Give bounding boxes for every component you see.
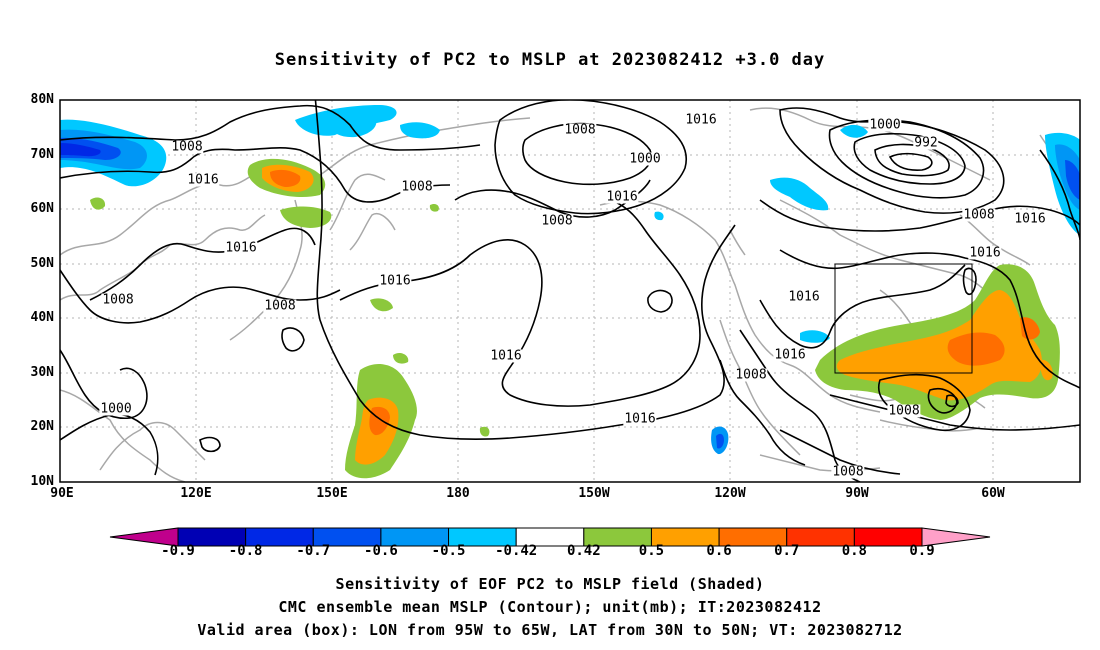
caption-line-3: Valid area (box): LON from 95W to 65W, L… xyxy=(197,621,903,639)
plot-border xyxy=(59,99,1081,483)
contour-label: 1008 xyxy=(540,213,574,229)
contour-label: 992 xyxy=(913,135,939,151)
lat-label: 50N xyxy=(30,256,54,271)
colorbar-tick-label: -0.6 xyxy=(364,543,398,559)
valid-area-box xyxy=(834,263,973,374)
contour-label: 1008 xyxy=(101,292,135,308)
lat-label: 70N xyxy=(30,147,54,162)
colorbar xyxy=(109,527,991,547)
lon-label: 90E xyxy=(50,486,74,501)
lon-label: 120W xyxy=(714,486,746,501)
map-gridlines xyxy=(60,100,1080,482)
contour-label: 1008 xyxy=(831,464,865,480)
colorbar-tick-label: 0.7 xyxy=(774,543,800,559)
caption-line-2: CMC ensemble mean MSLP (Contour); unit(m… xyxy=(278,598,822,616)
lat-label: 30N xyxy=(30,365,54,380)
colorbar-tick-label: 0.6 xyxy=(706,543,732,559)
coastlines xyxy=(60,107,1080,482)
contour-label: 1008 xyxy=(563,122,597,138)
colorbar-tick-label: 0.9 xyxy=(909,543,935,559)
caption-line-1: Sensitivity of EOF PC2 to MSLP field (Sh… xyxy=(335,575,765,593)
contour-label: 1000 xyxy=(868,117,902,133)
colorbar-tick-label: -0.8 xyxy=(228,543,263,559)
lon-label: 60W xyxy=(981,486,1005,501)
contour-label: 1016 xyxy=(684,112,718,128)
contour-label: 1008 xyxy=(263,298,297,314)
colorbar-swatch xyxy=(921,527,991,547)
contour-label: 1000 xyxy=(628,151,662,167)
colorbar-tick-label: 0.5 xyxy=(638,543,665,559)
lat-label: 80N xyxy=(30,92,54,107)
contour-label: 1016 xyxy=(186,172,220,188)
map-title: Sensitivity of PC2 to MSLP at 2023082412… xyxy=(274,50,826,70)
contour-label: 1016 xyxy=(378,273,412,289)
mslp-contours xyxy=(60,100,1080,482)
contour-label: 1008 xyxy=(887,403,921,419)
contour-label: 1016 xyxy=(968,245,1002,261)
contour-label: 1016 xyxy=(489,348,523,364)
contour-label: 1016 xyxy=(623,411,657,427)
contour-label: 1008 xyxy=(962,207,996,223)
colorbar-tick-label: 0.8 xyxy=(841,543,867,559)
contour-label: 1008 xyxy=(170,139,204,155)
contour-label: 1016 xyxy=(224,240,258,256)
contour-label: 1016 xyxy=(773,347,807,363)
colorbar-tick-label: -0.5 xyxy=(431,543,466,559)
contour-label: 1008 xyxy=(734,367,768,383)
colorbar-tick-label: -0.42 xyxy=(495,543,538,559)
lon-label: 120E xyxy=(180,486,212,501)
contour-label: 1016 xyxy=(787,289,821,305)
lon-label: 150W xyxy=(578,486,610,501)
contour-label: 1016 xyxy=(605,189,639,205)
colorbar-tick-label: -0.7 xyxy=(296,543,331,559)
lat-label: 10N xyxy=(30,474,54,489)
lat-label: 20N xyxy=(30,419,54,434)
colorbar-tick-label: 0.42 xyxy=(566,543,601,559)
colorbar-tick-label: -0.9 xyxy=(161,543,195,559)
contour-label: 1016 xyxy=(1013,211,1047,227)
sensitivity-shading xyxy=(60,105,1080,479)
lon-label: 180 xyxy=(446,486,470,501)
lon-label: 150E xyxy=(316,486,348,501)
contour-label: 1000 xyxy=(99,401,133,417)
contour-label: 1008 xyxy=(400,179,434,195)
lon-label: 90W xyxy=(845,486,869,501)
lat-label: 60N xyxy=(30,201,54,216)
lat-label: 40N xyxy=(30,310,54,325)
